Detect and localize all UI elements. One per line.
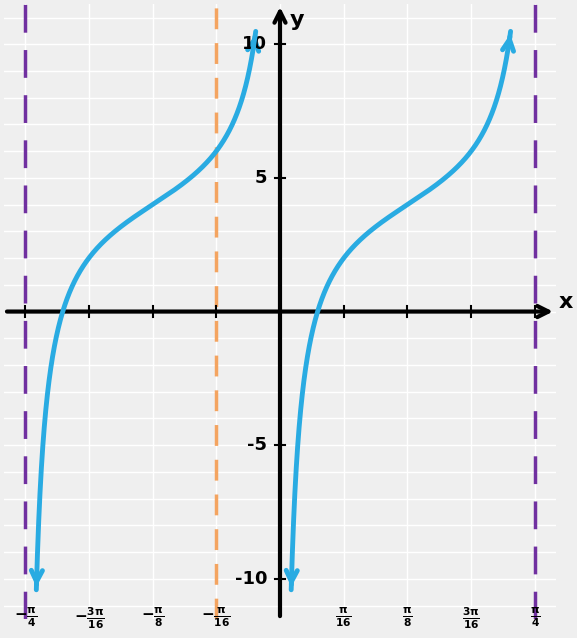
Text: $\mathbf{\frac{\pi}{16}}$: $\mathbf{\frac{\pi}{16}}$ — [335, 605, 352, 629]
Text: $\mathbf{-\frac{\pi}{4}}$: $\mathbf{-\frac{\pi}{4}}$ — [13, 605, 37, 629]
Text: x: x — [559, 292, 574, 312]
Text: -5: -5 — [247, 436, 267, 454]
Text: $\mathbf{-\frac{3\pi}{16}}$: $\mathbf{-\frac{3\pi}{16}}$ — [73, 605, 104, 631]
Text: 5: 5 — [254, 169, 267, 187]
Text: y: y — [290, 10, 304, 29]
Text: $\mathbf{\frac{\pi}{4}}$: $\mathbf{\frac{\pi}{4}}$ — [530, 605, 540, 629]
Text: 10: 10 — [242, 35, 267, 53]
Text: $\mathbf{\frac{\pi}{8}}$: $\mathbf{\frac{\pi}{8}}$ — [402, 605, 413, 629]
Text: $\mathbf{-\frac{\pi}{8}}$: $\mathbf{-\frac{\pi}{8}}$ — [141, 605, 164, 629]
Text: $\mathbf{-\frac{\pi}{16}}$: $\mathbf{-\frac{\pi}{16}}$ — [201, 605, 231, 629]
Text: $\mathbf{\frac{3\pi}{16}}$: $\mathbf{\frac{3\pi}{16}}$ — [462, 605, 480, 631]
Text: -10: -10 — [234, 570, 267, 588]
